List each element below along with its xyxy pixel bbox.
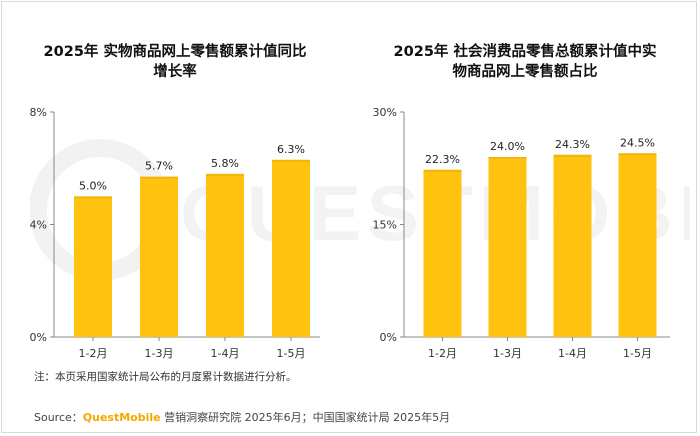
x-tick-label: 1-4月 [558,347,587,360]
data-label: 6.3% [277,143,305,156]
source-rest: 营销洞察研究院 2025年6月；中国国家统计局 2025年5月 [160,411,451,424]
x-tick-label: 1-4月 [211,347,240,360]
data-label: 24.5% [620,136,655,149]
bar [553,154,592,337]
x-tick-label: 1-2月 [79,347,108,360]
y-tick-label: 0% [30,331,47,344]
data-label: 5.0% [79,179,107,192]
x-tick-label: 1-5月 [623,347,652,360]
bar-top-edge [423,169,462,172]
bar-top-edge [488,157,527,159]
data-label: 24.0% [490,140,525,153]
bar-top-edge [74,196,112,199]
bar-top-edge [272,159,310,162]
x-tick-label: 1-5月 [277,347,306,360]
y-tick-label: 15% [373,219,397,232]
bar [423,169,462,337]
x-tick-label: 1-3月 [493,347,522,360]
data-label: 5.8% [211,157,239,170]
bar-top-edge [553,154,592,157]
y-tick-label: 8% [30,106,47,119]
left-chart-title: 2025年 实物商品网上零售额累计值同比 增长率 [20,42,330,82]
bar [206,173,244,337]
bar [272,159,310,337]
data-label: 22.3% [425,153,460,166]
bar [488,157,527,337]
data-label: 5.7% [145,160,173,173]
source-prefix: Source： [34,411,83,424]
bar-top-edge [140,176,178,179]
data-label: 24.3% [555,138,590,151]
bar [618,153,657,337]
footnote: 注：本页采用国家统计局公布的月度累计数据进行分析。 [34,371,297,383]
bar-top-edge [206,173,244,176]
source-line: Source：QuestMobile 营销洞察研究院 2025年6月；中国国家统… [34,409,450,425]
right-chart-title: 2025年 社会消费品零售总额累计值中实 物商品网上零售额占比 [370,42,680,82]
title-line: 2025年 社会消费品零售总额累计值中实 [393,44,657,60]
title-line: 物商品网上零售额占比 [452,64,598,80]
bar-top-edge [618,153,657,156]
title-line: 2025年 实物商品网上零售额累计值同比 [43,44,307,60]
x-tick-label: 1-2月 [428,347,457,360]
x-tick-label: 1-3月 [145,347,174,360]
bar [74,196,112,337]
y-tick-label: 30% [373,106,397,119]
bar [140,176,178,337]
source-brand: QuestMobile [82,411,161,424]
y-tick-label: 4% [30,219,47,232]
y-tick-label: 0% [380,331,397,344]
title-line: 增长率 [153,64,197,80]
